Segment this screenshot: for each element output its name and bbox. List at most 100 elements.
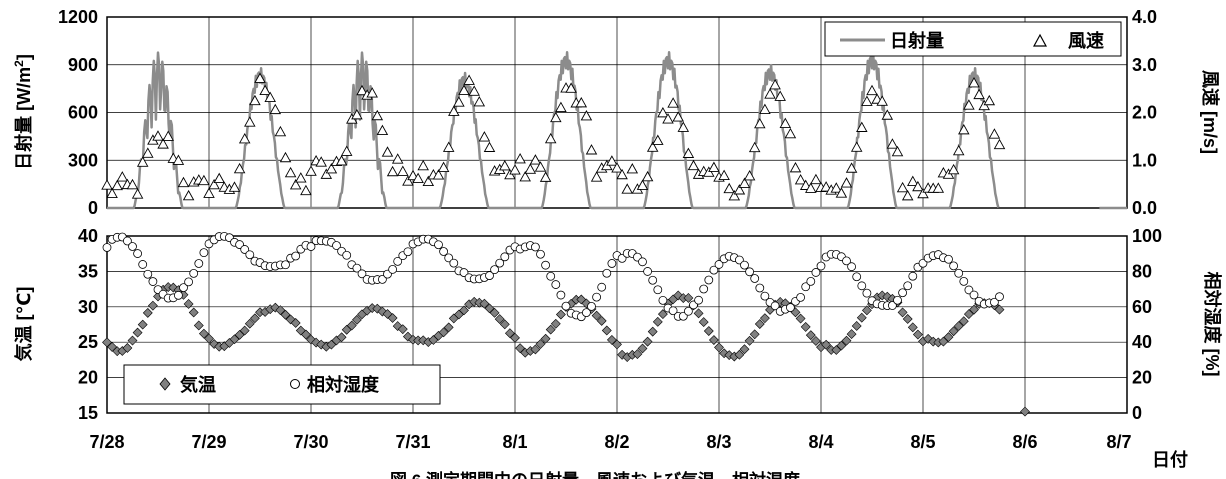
x-tick-label: 7/30 [293, 432, 328, 452]
top-right-tick-label: 4.0 [1132, 7, 1157, 27]
bottom-left-tick-label: 30 [78, 297, 98, 317]
humidity-marker [306, 242, 316, 251]
top-right-tick-label: 1.0 [1132, 150, 1157, 170]
wind-speed-marker [468, 85, 480, 96]
humidity-marker [556, 290, 566, 300]
temperature-marker [489, 307, 500, 318]
wind-speed-marker [335, 155, 348, 166]
x-tick-label: 8/2 [604, 432, 629, 452]
wind-speed-marker [779, 117, 792, 129]
humidity-marker [500, 252, 510, 262]
temperature-marker [484, 303, 495, 314]
humidity-marker [173, 290, 183, 300]
wind-speed-marker [769, 79, 781, 90]
wind-speed-marker [840, 177, 853, 188]
humidity-marker [592, 292, 601, 302]
wind-speed-marker [901, 189, 914, 201]
wind-speed-marker [917, 187, 929, 199]
wind-speed-marker [351, 108, 363, 120]
temperature-marker [714, 342, 724, 353]
wind-speed-marker [320, 168, 333, 179]
humidity-marker [842, 256, 851, 266]
humidity-marker [403, 247, 413, 257]
wind-speed-marker [157, 138, 169, 149]
wind-speed-marker [912, 180, 924, 192]
bottom-left-axis-title: 気温 [℃] [13, 287, 34, 362]
temperature-marker [122, 343, 133, 353]
wind-speed-marker [340, 145, 353, 156]
wind-speed-marker [453, 96, 465, 107]
humidity-marker [699, 284, 709, 294]
legend-temp-label: 気温 [180, 374, 216, 395]
temperature-marker [132, 327, 143, 338]
humidity-marker [750, 274, 760, 283]
wind-speed-marker [539, 171, 552, 182]
x-tick-label: 8/6 [1012, 432, 1037, 452]
temperature-marker [836, 340, 847, 351]
temperature-marker [290, 318, 301, 328]
solar-radiation-line [106, 51, 1128, 210]
bottom-right-tick-label: 80 [1132, 261, 1152, 281]
wind-speed-marker [524, 163, 537, 174]
wind-speed-marker [636, 179, 649, 190]
x-tick-label: 8/5 [910, 432, 935, 452]
temperature-marker [953, 321, 964, 331]
wind-speed-marker [437, 161, 450, 172]
wind-speed-marker [646, 141, 659, 152]
wind-legend-marker [1032, 33, 1048, 47]
temperature-marker [244, 318, 255, 329]
wind-speed-marker [932, 182, 945, 193]
humidity-marker [898, 288, 907, 298]
humidity-marker [786, 303, 795, 312]
wind-speed-marker [228, 181, 241, 192]
wind-speed-marker [519, 170, 531, 182]
humidity-marker [857, 281, 867, 291]
wind-speed-marker [101, 179, 113, 190]
wind-speed-marker [203, 187, 215, 198]
humidity-marker [102, 243, 112, 252]
humidity-marker [561, 301, 571, 311]
wind-speed-marker [458, 84, 470, 95]
humidity-series [102, 231, 1004, 322]
temperature-series [102, 282, 1030, 417]
humidity-marker [541, 260, 550, 270]
humidity-marker [240, 245, 250, 254]
legend-wind-label: 風速 [1068, 30, 1104, 51]
temperature-marker [994, 304, 1005, 315]
temperature-marker [336, 332, 347, 343]
humidity-marker [888, 301, 897, 310]
wind-speed-marker [274, 125, 287, 137]
bottom-left-tick-label: 40 [78, 226, 98, 246]
temperature-marker [443, 322, 454, 333]
temperature-marker [831, 345, 842, 355]
x-tick-label: 7/29 [191, 432, 226, 452]
wind-speed-marker [555, 101, 567, 112]
wind-speed-marker [463, 74, 475, 85]
temperature-marker [938, 336, 949, 347]
temperature-marker [535, 339, 546, 349]
wind-speed-marker [641, 170, 654, 182]
temperature-marker [351, 314, 362, 325]
wind-speed-marker [896, 181, 909, 193]
x-axis-title: 日付 [1152, 449, 1188, 470]
temperature-marker [499, 319, 510, 330]
temperature-marker [494, 314, 505, 325]
temperature-marker [229, 334, 240, 345]
wind-speed-marker [677, 121, 690, 132]
temperature-marker [198, 328, 209, 339]
humidity-marker [434, 240, 443, 250]
humidity-marker [388, 265, 398, 274]
temperature-marker [346, 320, 357, 331]
temperature-marker [606, 334, 617, 345]
top-legend: 日射量 風速 [824, 21, 1122, 57]
humidity-marker [245, 250, 255, 260]
wind-speed-marker [728, 189, 741, 201]
wind-speed-marker [391, 153, 404, 164]
bottom-right-tick-label: 100 [1132, 226, 1162, 246]
wind-speed-marker [432, 169, 445, 180]
wind-speed-marker [289, 178, 302, 190]
wind-speed-marker [371, 109, 384, 121]
top-right-tick-label: 0.0 [1132, 198, 1157, 218]
temperature-marker [249, 313, 260, 324]
